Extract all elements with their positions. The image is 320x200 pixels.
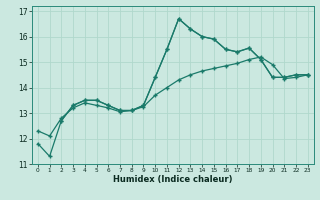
X-axis label: Humidex (Indice chaleur): Humidex (Indice chaleur) — [113, 175, 233, 184]
